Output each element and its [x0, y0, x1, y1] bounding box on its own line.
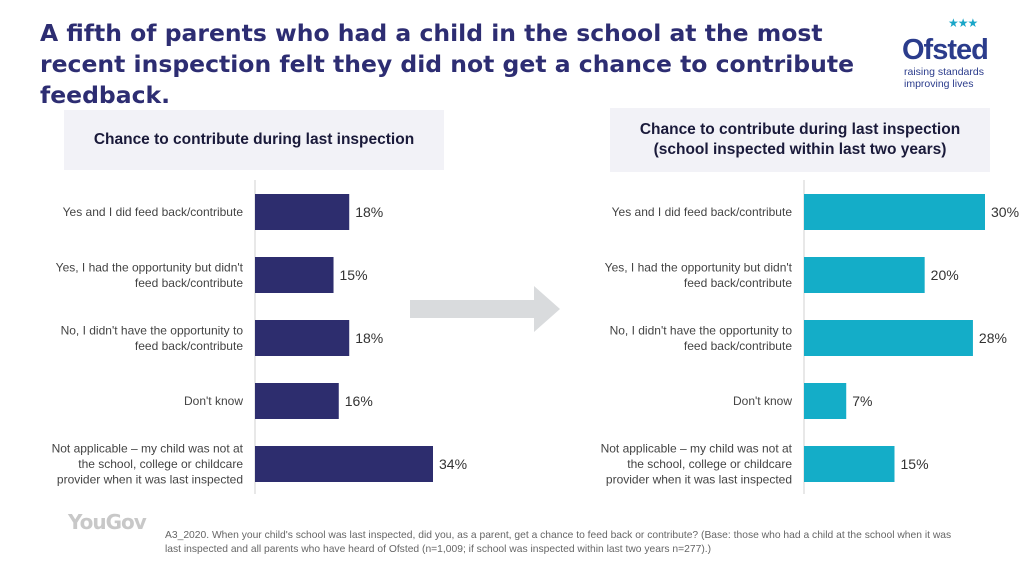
data-label-1: 20% [931, 267, 959, 283]
bar-3 [804, 383, 847, 419]
data-label-3: 16% [345, 393, 373, 409]
category-label-line: feed back/contribute [135, 339, 243, 353]
bar-2 [255, 320, 350, 356]
category-label-0: Yes and I did feed back/contribute [63, 205, 244, 219]
data-label-3: 7% [852, 393, 872, 409]
category-label-4: Not applicable – my child was not at the … [52, 442, 244, 487]
category-label-line: feed back/contribute [684, 339, 792, 353]
right-chart-title: Chance to contribute during last inspect… [610, 108, 990, 172]
category-label-line: feed back/contribute [135, 276, 243, 290]
category-label-2: No, I didn't have the opportunity to feed… [61, 323, 244, 353]
ofsted-logo: ★★★ Ofsted raising standards improving l… [902, 14, 1012, 94]
bar-1 [255, 257, 334, 293]
data-label-0: 18% [355, 204, 383, 220]
bar-4 [255, 446, 433, 482]
bar-0 [804, 194, 985, 230]
category-label-line: feed back/contribute [684, 276, 792, 290]
data-label-2: 18% [355, 330, 383, 346]
category-label-line: provider when it was last inspected [606, 473, 792, 487]
category-label-line: No, I didn't have the opportunity to [610, 323, 793, 337]
category-label-line: Yes and I did feed back/contribute [63, 205, 244, 219]
data-label-2: 28% [979, 330, 1007, 346]
category-label-line: the school, college or childcare [78, 457, 243, 471]
bar-1 [804, 257, 925, 293]
yougov-logo: YouGov [68, 510, 147, 534]
right-chart-svg: 30% Yes and I did feed back/contribute 20%… [601, 180, 1019, 494]
bar-2 [804, 320, 973, 356]
category-label-line: Yes, I had the opportunity but didn't [605, 260, 793, 274]
category-label-line: Yes, I had the opportunity but didn't [56, 260, 244, 274]
category-label-1: Yes, I had the opportunity but didn't fee… [605, 260, 793, 290]
category-label-3: Don't know [184, 394, 243, 408]
data-label-0: 30% [991, 204, 1019, 220]
category-label-line: Not applicable – my child was not at [601, 442, 793, 456]
page-title: A fifth of parents who had a child in th… [40, 19, 855, 109]
left-chart-title: Chance to contribute during last inspect… [64, 110, 444, 170]
category-label-line: the school, college or childcare [627, 457, 792, 471]
right-bar-chart: 30% Yes and I did feed back/contribute 20%… [530, 178, 1020, 498]
category-label-line: Yes and I did feed back/contribute [612, 205, 793, 219]
data-label-1: 15% [340, 267, 368, 283]
category-label-line: Not applicable – my child was not at [52, 442, 244, 456]
category-label-line: Don't know [733, 394, 792, 408]
category-label-4: Not applicable – my child was not at the … [601, 442, 793, 487]
category-label-3: Don't know [733, 394, 792, 408]
logo-tagline-2: improving lives [904, 78, 974, 90]
logo-tagline-1: raising standards [904, 66, 984, 78]
data-label-4: 34% [439, 456, 467, 472]
category-label-1: Yes, I had the opportunity but didn't fee… [56, 260, 244, 290]
bar-4 [804, 446, 895, 482]
category-label-line: provider when it was last inspected [57, 473, 243, 487]
category-label-2: No, I didn't have the opportunity to feed… [610, 323, 793, 353]
category-label-line: Don't know [184, 394, 243, 408]
right-arrow-icon [410, 286, 560, 332]
footnote: A3_2020. When your child's school was la… [165, 530, 952, 555]
category-label-0: Yes and I did feed back/contribute [612, 205, 793, 219]
left-chart-svg: 18% Yes and I did feed back/contribute 15%… [52, 180, 467, 494]
data-label-4: 15% [901, 456, 929, 472]
stars-icon: ★★★ [948, 16, 978, 30]
bar-3 [255, 383, 339, 419]
bar-0 [255, 194, 350, 230]
logo-wordmark: Ofsted [902, 34, 989, 66]
left-bar-chart: 18% Yes and I did feed back/contribute 15%… [0, 178, 490, 498]
category-label-line: No, I didn't have the opportunity to [61, 323, 244, 337]
